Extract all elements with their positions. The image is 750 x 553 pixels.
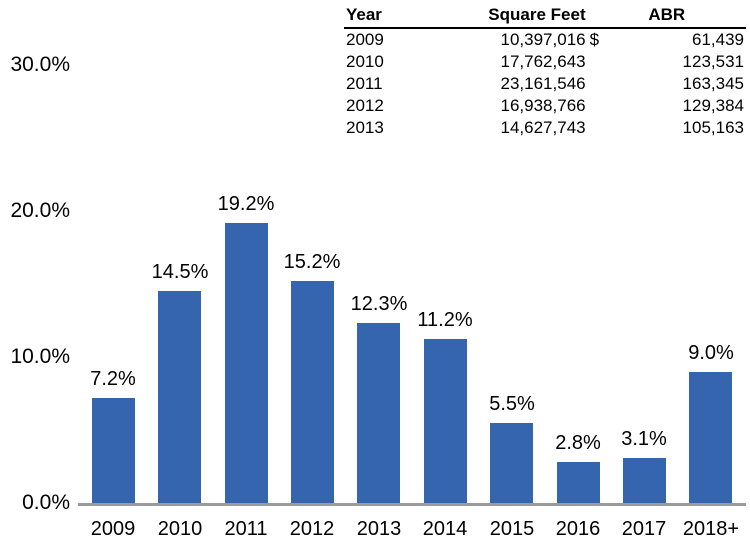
bar-value-label: 7.2% — [90, 368, 136, 390]
table-row: 2012 16,938,766 129,384 — [344, 95, 746, 117]
bar-value-label: 12.3% — [350, 293, 408, 315]
bar-value-label: 2.8% — [555, 432, 601, 454]
bar-2015 — [490, 423, 533, 503]
summary-table: Year Square Feet ABR 2009 10,397,016 $61,4… — [344, 4, 746, 139]
bar-2011 — [225, 223, 268, 503]
bar-2018+ — [689, 372, 732, 503]
bar-2017 — [623, 458, 666, 503]
x-axis-tick-label: 2012 — [289, 518, 335, 540]
x-axis-tick-label: 2014 — [422, 518, 468, 540]
x-axis-tick-label: 2018+ — [682, 518, 740, 540]
table-row: 2011 23,161,546 163,345 — [344, 73, 746, 95]
bar-value-label: 19.2% — [217, 193, 275, 215]
y-axis-tick-label: 30.0% — [10, 53, 70, 76]
bar-2012 — [291, 281, 334, 503]
table-cell-abr: 105,163 — [682, 118, 744, 137]
x-axis-tick-label: 2015 — [489, 518, 535, 540]
table-row: 2010 17,762,643 123,531 — [344, 51, 746, 73]
bar-value-label: 3.1% — [621, 428, 667, 450]
bar-value-label: 5.5% — [489, 393, 535, 415]
x-axis-tick-label: 2011 — [224, 518, 268, 540]
table-cell-currency — [588, 95, 619, 117]
table-header-abr: ABR — [587, 4, 746, 29]
table-header-square-feet: Square Feet — [420, 4, 588, 29]
bar-value-label: 15.2% — [283, 251, 341, 273]
table-cell-year: 2009 — [346, 30, 384, 49]
y-axis-tick-label: 20.0% — [10, 199, 70, 222]
table-cell-square-feet: 16,938,766 — [500, 96, 586, 115]
x-axis-tick-label: 2017 — [621, 518, 667, 540]
bar-2009 — [92, 398, 135, 503]
bar-2010 — [158, 291, 201, 503]
table-cell-currency — [588, 51, 619, 73]
bar-2016 — [557, 462, 600, 503]
table-cell-abr: 123,531 — [682, 52, 744, 71]
table-header-row: Year Square Feet ABR — [344, 4, 746, 29]
table-cell-abr: 163,345 — [682, 74, 744, 93]
x-axis-tick-label: 2013 — [356, 518, 402, 540]
bar-value-label: 14.5% — [151, 261, 209, 283]
bar-value-label: 11.2% — [417, 309, 473, 331]
y-axis-tick-label: 10.0% — [10, 345, 70, 368]
table-cell-year: 2013 — [346, 118, 384, 137]
table-header-year: Year — [344, 4, 421, 29]
table-cell-year: 2012 — [346, 96, 384, 115]
x-axis-tick-label: 2010 — [157, 518, 203, 540]
table-cell-abr: 61,439 — [692, 30, 744, 49]
table-cell-square-feet: 14,627,743 — [500, 118, 586, 137]
x-axis-line — [78, 503, 746, 506]
y-axis-tick-label: 0.0% — [22, 491, 70, 514]
table-cell-year: 2010 — [346, 52, 384, 71]
table-cell-square-feet: 17,762,643 — [500, 52, 586, 71]
bar-value-label: 9.0% — [688, 342, 734, 364]
bar-2013 — [357, 323, 400, 503]
table-cell-currency — [588, 117, 619, 139]
table-cell-year: 2011 — [346, 74, 383, 93]
table-cell-square-feet: 23,161,546 — [500, 74, 586, 93]
x-axis-tick-label: 2016 — [555, 518, 601, 540]
table-cell-square-feet: 10,397,016 — [500, 30, 586, 49]
table-row: 2009 10,397,016 $61,439 — [344, 28, 746, 51]
table-row: 2013 14,627,743 105,163 — [344, 117, 746, 139]
bar-2014 — [424, 339, 467, 503]
x-axis-tick-label: 2009 — [90, 518, 136, 540]
table-cell-currency — [588, 73, 619, 95]
table-cell-currency: $ — [589, 30, 600, 49]
table-cell-abr: 129,384 — [682, 96, 744, 115]
